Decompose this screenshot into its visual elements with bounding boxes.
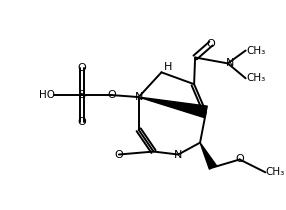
Text: HO: HO (39, 90, 55, 100)
Text: CH₃: CH₃ (246, 46, 265, 55)
Text: O: O (78, 117, 87, 127)
Text: O: O (78, 63, 87, 73)
Text: O: O (108, 90, 116, 100)
Text: O: O (114, 150, 123, 160)
Text: CH₃: CH₃ (246, 73, 265, 83)
Text: N: N (134, 92, 143, 102)
Text: N: N (174, 150, 182, 160)
Text: O: O (206, 39, 215, 49)
Polygon shape (139, 97, 207, 118)
Text: S: S (79, 90, 86, 100)
Text: N: N (226, 58, 234, 68)
Text: O: O (235, 155, 244, 164)
Text: H: H (164, 62, 172, 72)
Polygon shape (200, 143, 217, 169)
Text: CH₃: CH₃ (266, 167, 285, 177)
